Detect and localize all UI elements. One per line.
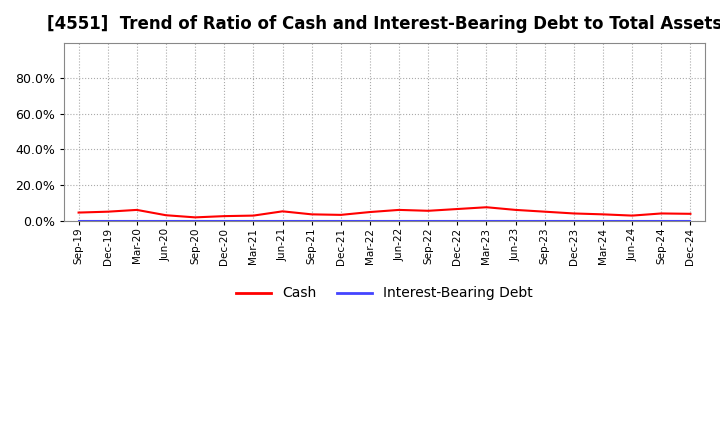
Cash (220, 213, 228, 219)
Interest-Bearing Debt (628, 218, 636, 223)
Cash (132, 207, 141, 213)
Cash (511, 207, 520, 213)
Cash (278, 209, 287, 214)
Cash (191, 215, 199, 220)
Cash (628, 213, 636, 218)
Cash (307, 212, 316, 217)
Interest-Bearing Debt (162, 218, 171, 223)
Cash (541, 209, 549, 214)
Cash (686, 211, 695, 216)
Interest-Bearing Debt (453, 218, 462, 223)
Cash (395, 207, 403, 213)
Interest-Bearing Debt (541, 218, 549, 223)
Interest-Bearing Debt (336, 218, 345, 223)
Interest-Bearing Debt (191, 218, 199, 223)
Interest-Bearing Debt (220, 218, 228, 223)
Cash (482, 205, 491, 210)
Interest-Bearing Debt (307, 218, 316, 223)
Interest-Bearing Debt (482, 218, 491, 223)
Interest-Bearing Debt (657, 218, 665, 223)
Cash (366, 209, 374, 215)
Interest-Bearing Debt (278, 218, 287, 223)
Cash (104, 209, 112, 214)
Cash (74, 210, 83, 215)
Interest-Bearing Debt (599, 218, 608, 223)
Interest-Bearing Debt (424, 218, 433, 223)
Interest-Bearing Debt (104, 218, 112, 223)
Cash (570, 211, 578, 216)
Legend: Cash, Interest-Bearing Debt: Cash, Interest-Bearing Debt (230, 281, 539, 306)
Cash (336, 212, 345, 217)
Interest-Bearing Debt (249, 218, 258, 223)
Cash (249, 213, 258, 218)
Interest-Bearing Debt (132, 218, 141, 223)
Line: Cash: Cash (78, 207, 690, 217)
Title: [4551]  Trend of Ratio of Cash and Interest-Bearing Debt to Total Assets: [4551] Trend of Ratio of Cash and Intere… (47, 15, 720, 33)
Cash (453, 206, 462, 212)
Interest-Bearing Debt (74, 218, 83, 223)
Interest-Bearing Debt (395, 218, 403, 223)
Cash (162, 213, 171, 218)
Interest-Bearing Debt (366, 218, 374, 223)
Interest-Bearing Debt (570, 218, 578, 223)
Cash (424, 208, 433, 213)
Interest-Bearing Debt (511, 218, 520, 223)
Cash (657, 211, 665, 216)
Cash (599, 212, 608, 217)
Interest-Bearing Debt (686, 218, 695, 223)
